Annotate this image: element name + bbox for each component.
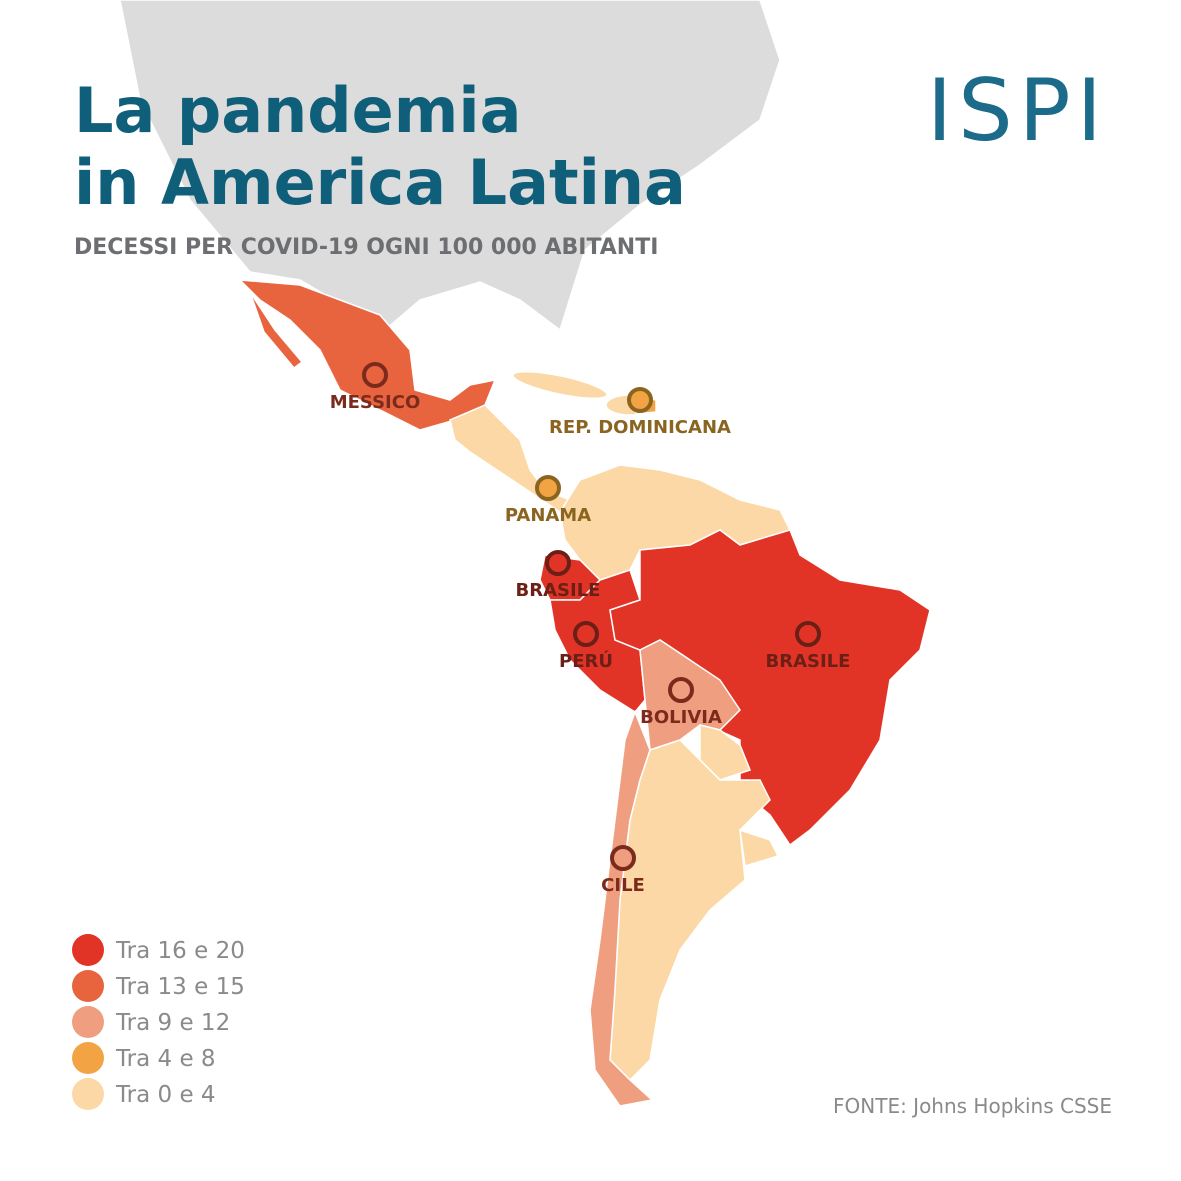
legend-label: Tra 0 e 4 [115, 1082, 216, 1108]
marker [573, 621, 599, 647]
chile [589, 709, 654, 1107]
marker-label: REP. DOMINICANA [549, 417, 731, 438]
source: FONTE: Johns Hopkins CSSE [833, 1094, 1112, 1118]
marker [610, 845, 636, 871]
cuba [512, 370, 608, 400]
marker-label: BRASILE [766, 651, 851, 672]
legend-swatch [72, 1042, 104, 1074]
north-america [119, 0, 781, 332]
marker-label: PERÚ [559, 650, 613, 672]
marker-label: BOLIVIA [640, 707, 722, 728]
marker [668, 677, 694, 703]
logo: ISPI [927, 61, 1108, 161]
legend-label: Tra 9 e 12 [115, 1010, 230, 1036]
uruguay [739, 828, 780, 867]
legend-swatch [72, 1006, 104, 1038]
marker [545, 550, 571, 576]
marker-label: MESSICO [330, 392, 421, 413]
baja-california [249, 291, 304, 370]
marker [362, 362, 388, 388]
subtitle: DECESSI PER COVID-19 OGNI 100 000 ABITAN… [74, 235, 658, 260]
markers: MESSICO REP. DOMINICANA PANAMA BRASILE PERÚ B… [330, 362, 851, 896]
marker-label: PANAMA [505, 505, 591, 526]
countries [119, 0, 931, 1107]
marker [627, 387, 653, 413]
marker-label: CILE [601, 875, 645, 896]
legend: Tra 16 e 20 Tra 13 e 15 Tra 9 e 12 Tra 4 e … [72, 934, 245, 1110]
title-line: La pandemia [74, 74, 521, 147]
legend-label: Tra 4 e 8 [115, 1046, 216, 1072]
legend-label: Tra 16 e 20 [115, 938, 245, 964]
legend-swatch [72, 1078, 104, 1110]
legend-label: Tra 13 e 15 [115, 974, 245, 1000]
title-line: in America Latina [74, 146, 686, 219]
legend-swatch [72, 934, 104, 966]
marker [795, 621, 821, 647]
legend-swatch [72, 970, 104, 1002]
marker [535, 475, 561, 501]
marker-label: BRASILE [516, 580, 601, 601]
